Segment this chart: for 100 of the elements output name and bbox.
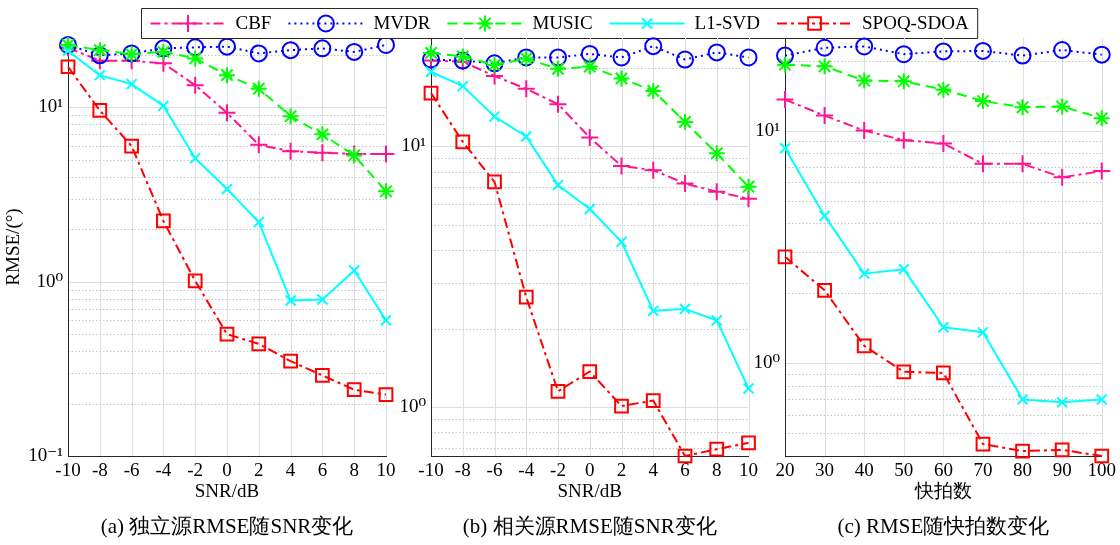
point (283, 353, 298, 369)
x-tick-label: 60 (933, 459, 953, 481)
point (187, 273, 203, 289)
text: (b) 相关源RMSE随SNR变化 (462, 513, 717, 538)
point (817, 282, 832, 298)
point (679, 302, 691, 315)
point (644, 37, 663, 56)
point (615, 235, 628, 248)
x-axis-title: 快拍数 (913, 479, 972, 501)
x-tick-label: 90 (1052, 459, 1072, 481)
point (894, 72, 913, 91)
point (345, 42, 364, 61)
point (739, 48, 758, 67)
point (284, 294, 297, 307)
point (583, 203, 596, 215)
y-tick-label: 10⁰ (399, 395, 427, 417)
x-tick-label: 4 (285, 459, 296, 481)
x-tick-label: 70 (973, 459, 993, 481)
point (249, 135, 269, 155)
point (520, 130, 533, 143)
y-tick-label: 10¹ (401, 134, 427, 156)
point (973, 154, 993, 174)
point (580, 57, 599, 76)
point (455, 134, 471, 150)
x-tick-label: -10 (418, 459, 444, 481)
point (775, 90, 795, 110)
point (897, 263, 910, 276)
point (281, 107, 300, 126)
point (709, 441, 725, 457)
x-tick-label: -6 (486, 459, 503, 481)
point (776, 55, 794, 74)
point (675, 174, 695, 193)
point (894, 130, 914, 150)
point (612, 48, 631, 67)
point (93, 69, 106, 82)
point (488, 110, 501, 123)
point (1053, 41, 1072, 60)
point (249, 79, 268, 98)
point (221, 183, 233, 195)
legend-label: CBF (235, 12, 272, 34)
x-tick-label: 2 (254, 459, 264, 481)
x-tick-label: 4 (648, 459, 659, 481)
point (1013, 154, 1033, 174)
point (348, 264, 361, 277)
point (1054, 442, 1070, 458)
point (612, 69, 631, 88)
x-tick-label: 8 (349, 459, 359, 481)
point (973, 41, 992, 60)
point (580, 44, 599, 63)
point (776, 46, 794, 65)
point (315, 368, 330, 383)
point (815, 38, 834, 57)
x-tick-label: -8 (91, 459, 108, 481)
point (550, 383, 566, 399)
point (249, 44, 268, 63)
point (707, 144, 726, 163)
point (518, 289, 534, 305)
legend-label: MVDR (373, 12, 431, 34)
text: (a) 独立源RMSE随SNR变化 (100, 513, 354, 538)
point (1016, 393, 1029, 406)
point (90, 41, 109, 60)
x-tick-label: -4 (155, 459, 172, 481)
point (218, 37, 236, 56)
point (125, 78, 138, 91)
x-tick-label: 6 (680, 459, 690, 481)
x-tick-label: 6 (317, 459, 328, 481)
point (975, 436, 991, 452)
point (934, 80, 953, 99)
text: (c) RMSE随快拍数变化 (837, 513, 1050, 538)
point (60, 59, 76, 75)
point (977, 326, 989, 339)
point (156, 213, 171, 229)
x-tick-label: 2 (616, 459, 627, 481)
x-axis-title: SNR/dB (557, 479, 622, 501)
y-tick-label: 10¹ (755, 118, 781, 140)
point (380, 314, 392, 327)
point (1095, 393, 1108, 406)
point (710, 314, 723, 327)
point (189, 152, 202, 165)
x-tick-label: 0 (222, 459, 232, 481)
point (90, 46, 109, 65)
point (423, 85, 439, 101)
y-tick-label: 10¹ (38, 95, 64, 117)
point (815, 57, 834, 76)
point (855, 37, 874, 56)
point (676, 50, 694, 69)
point (676, 112, 694, 131)
point (549, 59, 567, 78)
point (422, 43, 440, 62)
point (377, 182, 395, 201)
x-axis-title: SNR/dB (194, 479, 260, 501)
point (644, 81, 663, 100)
point (1056, 396, 1069, 409)
point (1092, 109, 1111, 128)
x-tick-label: 8 (712, 459, 722, 481)
y-tick-label: 10⁰ (753, 351, 781, 373)
y-tick-label: 10⁰ (36, 269, 64, 291)
x-tick-label: 80 (1013, 459, 1033, 481)
point (252, 216, 265, 228)
point (707, 182, 727, 202)
